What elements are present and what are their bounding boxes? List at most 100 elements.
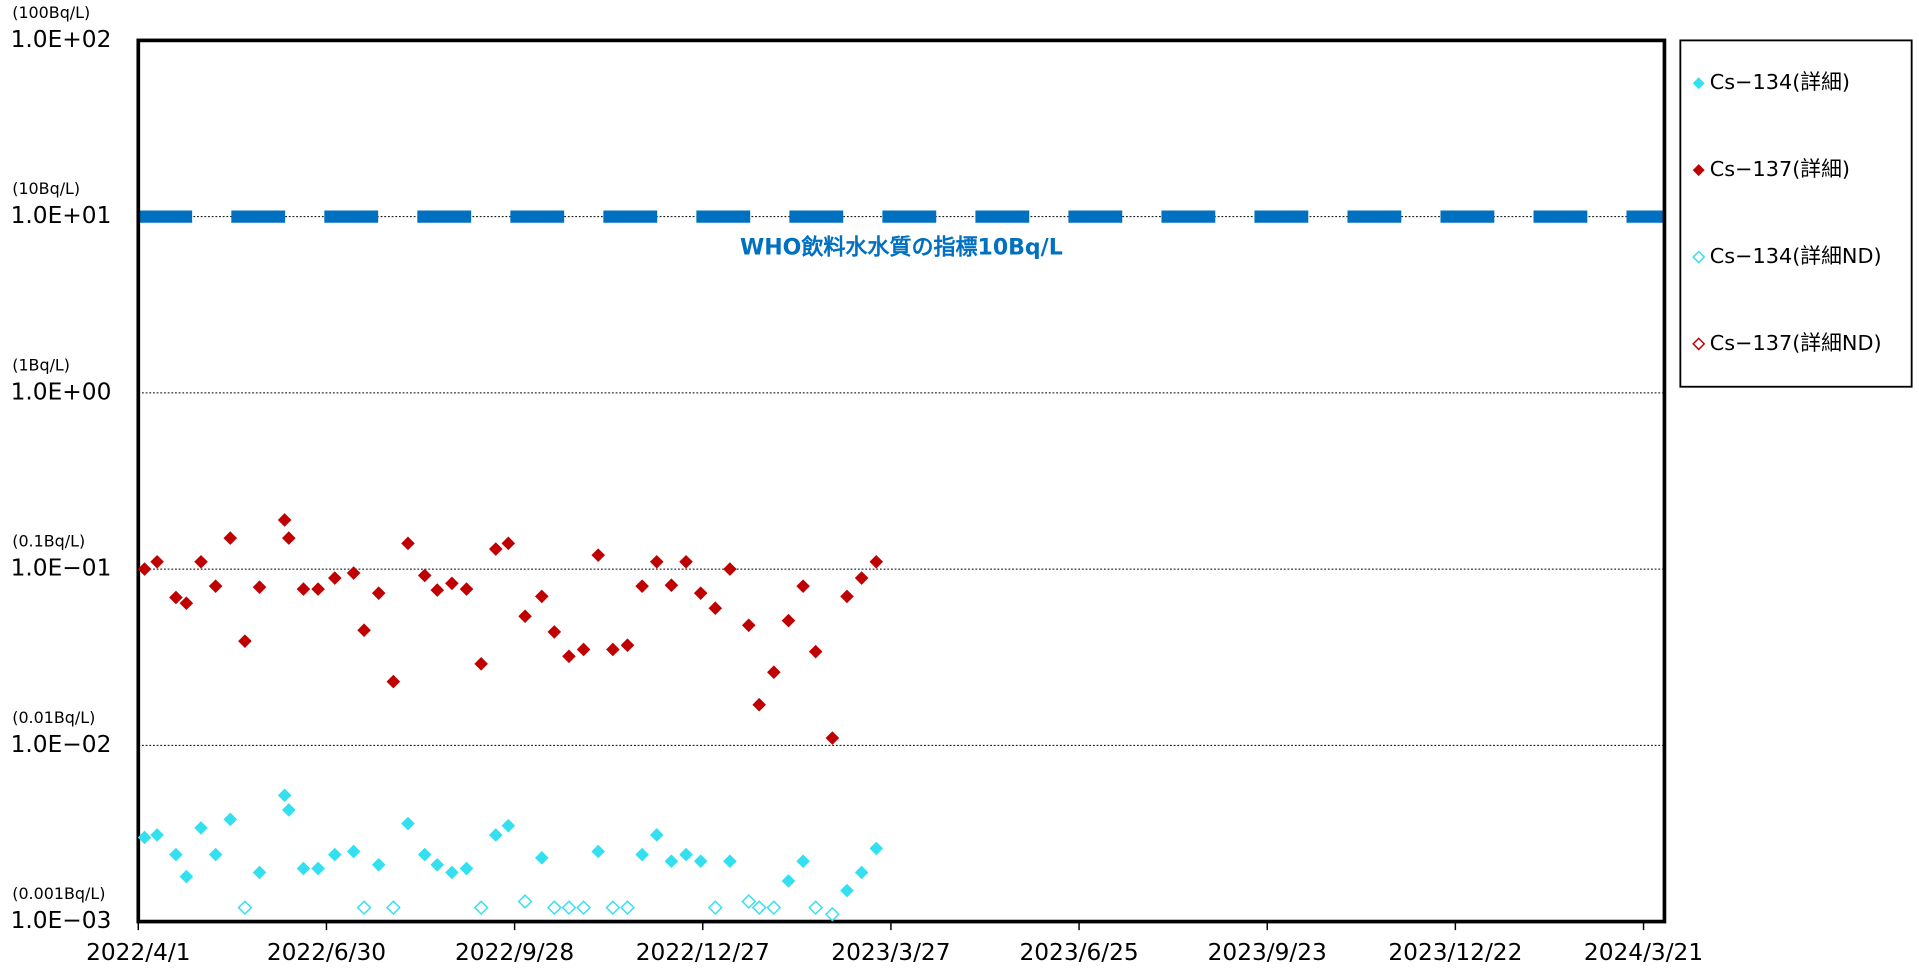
data-point [808,900,824,916]
data-point [488,828,503,842]
data-point [741,618,756,633]
data-point [869,555,884,569]
data-point [346,566,361,580]
data-point [854,865,869,880]
data-point [137,830,152,845]
data-point [179,596,194,611]
data-point [328,847,342,862]
x-tick-label: 2022/9/28 [455,939,574,966]
legend-box [1679,39,1913,388]
data-point [357,623,371,638]
data-point [825,731,840,745]
data-point [766,900,782,916]
y-tick-label: 1.0E+00 [11,378,112,405]
x-tick-label: 2022/4/1 [86,939,190,966]
y-tick-unit: (0.001Bq/L) [12,884,105,903]
data-point [781,613,796,628]
data-point [767,665,781,679]
y-tick-unit: (100Bq/L) [12,3,90,22]
data-point [296,861,311,876]
data-point [282,531,296,545]
data-point [781,874,796,888]
legend-marker [1692,250,1706,264]
data-point [649,828,664,842]
data-point [401,816,415,831]
x-tick-label: 2022/12/27 [636,939,770,966]
data-point [179,869,194,884]
data-point [296,582,311,596]
data-point [328,571,342,585]
data-point [252,580,267,594]
data-point [606,642,620,657]
y-tick-label: 1.0E+01 [11,202,112,229]
data-point [223,812,238,827]
x-tick-label: 2024/3/21 [1584,939,1703,966]
data-point [547,625,562,639]
data-point [252,865,267,880]
data-point [311,582,325,596]
y-tick-unit: (1Bq/L) [12,355,70,374]
data-point [238,634,252,648]
data-point [386,674,401,689]
data-point [459,861,474,876]
x-tick-label: 2023/12/22 [1388,939,1522,966]
data-point [576,642,591,657]
data-point [150,555,164,569]
data-point [194,555,208,569]
data-point [459,582,474,596]
data-point [417,847,432,862]
legend-label: Cs−134(詳細ND) [1710,244,1882,268]
legend-label: Cs−137(詳細) [1710,157,1850,181]
data-point [752,697,767,712]
data-point [385,900,401,916]
data-point [356,900,372,916]
data-point [605,900,621,916]
data-point [169,590,183,605]
y-tick-label: 1.0E−03 [11,907,112,934]
data-point [518,609,532,624]
data-point [277,788,292,803]
data-point [534,851,549,865]
y-tick-unit: (0.01Bq/L) [12,708,95,727]
data-point [693,854,708,869]
data-point [169,847,183,862]
data-point [346,844,361,859]
data-point [854,571,869,585]
data-point [869,841,884,856]
y-tick-label: 1.0E−02 [11,731,112,758]
data-point [562,649,576,664]
data-point [808,644,823,659]
data-point [796,579,810,593]
data-point [430,583,445,597]
data-point [708,601,723,615]
data-point [741,894,757,909]
data-point [445,865,459,880]
data-point [840,883,854,898]
data-point [561,900,577,916]
data-point [723,562,737,576]
data-point [664,578,679,593]
data-point [445,576,459,591]
data-point [473,900,489,916]
y-tick-unit: (0.1Bq/L) [12,532,85,551]
x-tick-label: 2023/6/25 [1019,939,1138,966]
legend-marker [1692,77,1705,90]
data-point [237,900,253,916]
data-point [649,555,664,569]
y-tick-unit: (10Bq/L) [12,179,80,198]
plot-frame [136,38,1667,924]
data-point [371,857,386,872]
data-point [517,894,533,909]
data-point [430,857,445,872]
data-point [474,657,488,671]
data-point [635,847,649,862]
data-point [311,861,325,876]
data-point [501,536,516,551]
data-point [371,586,386,600]
y-tick-label: 1.0E−01 [11,555,112,582]
data-point [488,542,503,556]
data-point [707,900,723,916]
data-point [591,548,606,562]
